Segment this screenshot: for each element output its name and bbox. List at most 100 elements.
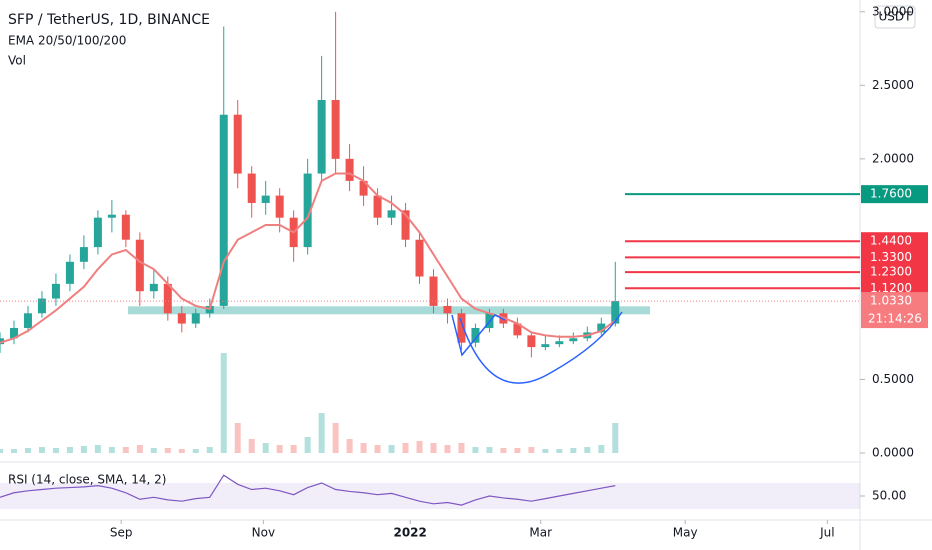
volume-bar [458, 443, 465, 453]
pattern-drawing [451, 314, 506, 357]
candle-body [149, 283, 158, 292]
volume-bar [164, 448, 171, 453]
volume-bar [150, 448, 157, 453]
volume-bar [276, 445, 283, 453]
volume-bar [444, 445, 451, 453]
currency-label: USDT [879, 10, 913, 24]
candle-body [597, 323, 606, 333]
y-tick-label: 0.0000 [872, 446, 914, 460]
level-label: 1.1200 [870, 281, 912, 295]
volume-bar [570, 448, 577, 453]
volume-bar [500, 448, 507, 453]
volume-bar [80, 446, 87, 453]
volume-bar [108, 447, 115, 453]
volume-bar [514, 448, 521, 453]
volume-bar [402, 443, 409, 453]
candle-body [317, 100, 326, 174]
candle-body [541, 344, 550, 348]
volume-bar [542, 449, 549, 453]
candle-body [191, 313, 200, 324]
candle-body [65, 261, 74, 284]
volume-bar [52, 448, 59, 453]
level-label: 1.3300 [870, 250, 912, 264]
cup-drawing [459, 311, 623, 384]
volume-bar [388, 445, 395, 453]
indicator-label: EMA 20/50/100/200 [8, 34, 126, 48]
candle-body [527, 335, 536, 348]
candle-body [401, 210, 410, 240]
volume-bar [486, 447, 493, 453]
volume-bar [304, 437, 311, 453]
y-tick-label: 3.0000 [872, 4, 914, 18]
volume-bar [332, 423, 339, 453]
candle-body [261, 195, 270, 203]
volume-bar [24, 448, 31, 453]
candle-body [415, 239, 424, 277]
candle-body [471, 327, 480, 343]
candle-body [233, 114, 242, 174]
last-price-box [861, 292, 928, 329]
volume-bar [178, 449, 185, 453]
candle-body [373, 195, 382, 218]
volume-bar [122, 447, 129, 453]
volume-bar [220, 353, 227, 453]
candle-body [93, 217, 102, 248]
candle-body [387, 210, 396, 218]
candle-body [37, 298, 46, 314]
candle-body [9, 327, 18, 339]
volume-bar [94, 445, 101, 453]
candle-body [177, 313, 186, 324]
rsi-title: RSI (14, close, SMA, 14, 2) [8, 473, 166, 487]
candle-body [275, 195, 284, 218]
volume-bar [290, 445, 297, 453]
volume-bar [248, 439, 255, 453]
volume-bar [472, 447, 479, 453]
level-label: 1.4400 [870, 234, 912, 248]
level-label: 1.7600 [870, 187, 912, 201]
rsi-tick-label: 50.00 [872, 489, 906, 503]
volume-bar [346, 439, 353, 453]
chart-title: SFP / TetherUS, 1D, BINANCE [8, 12, 210, 28]
candle-body [163, 283, 172, 314]
candle-body [107, 214, 116, 218]
candle-body [513, 323, 522, 336]
y-tick-label: 2.0000 [872, 151, 914, 165]
level-label-box [861, 248, 928, 267]
volume-bar [360, 443, 367, 453]
volume-bar [318, 413, 325, 453]
volume-bar [374, 445, 381, 453]
y-tick-label: 2.5000 [872, 78, 914, 92]
rsi-line [0, 474, 616, 506]
last-price-label: 1.0330 [870, 294, 912, 308]
volume-bar [556, 449, 563, 453]
candle-body [121, 214, 130, 240]
volume-bar [598, 445, 605, 453]
candle-body [331, 100, 340, 159]
volume-bar [584, 447, 591, 453]
candle-body [79, 247, 88, 262]
candle-body [345, 158, 354, 181]
candle-body [429, 276, 438, 306]
level-label-box [861, 185, 928, 204]
candle-body [219, 114, 228, 306]
x-tick-label: Nov [252, 526, 275, 540]
volume-bar [206, 447, 213, 453]
y-tick-label: 0.5000 [872, 372, 914, 386]
volume-bar [262, 443, 269, 453]
candle-body [457, 313, 466, 343]
volume-bar [612, 423, 619, 453]
candle-body [247, 173, 256, 203]
x-tick-label: Sep [110, 526, 133, 540]
candle-body [611, 301, 620, 324]
volume-bar [416, 441, 423, 453]
currency-button[interactable] [874, 5, 916, 29]
volume-bar [430, 443, 437, 453]
ema-line [0, 172, 616, 344]
volume-bar [136, 445, 143, 453]
indicator-label: Vol [8, 54, 26, 68]
candle-body [569, 338, 578, 342]
x-tick-label: 2022 [393, 526, 426, 540]
volume-bar [192, 449, 199, 453]
